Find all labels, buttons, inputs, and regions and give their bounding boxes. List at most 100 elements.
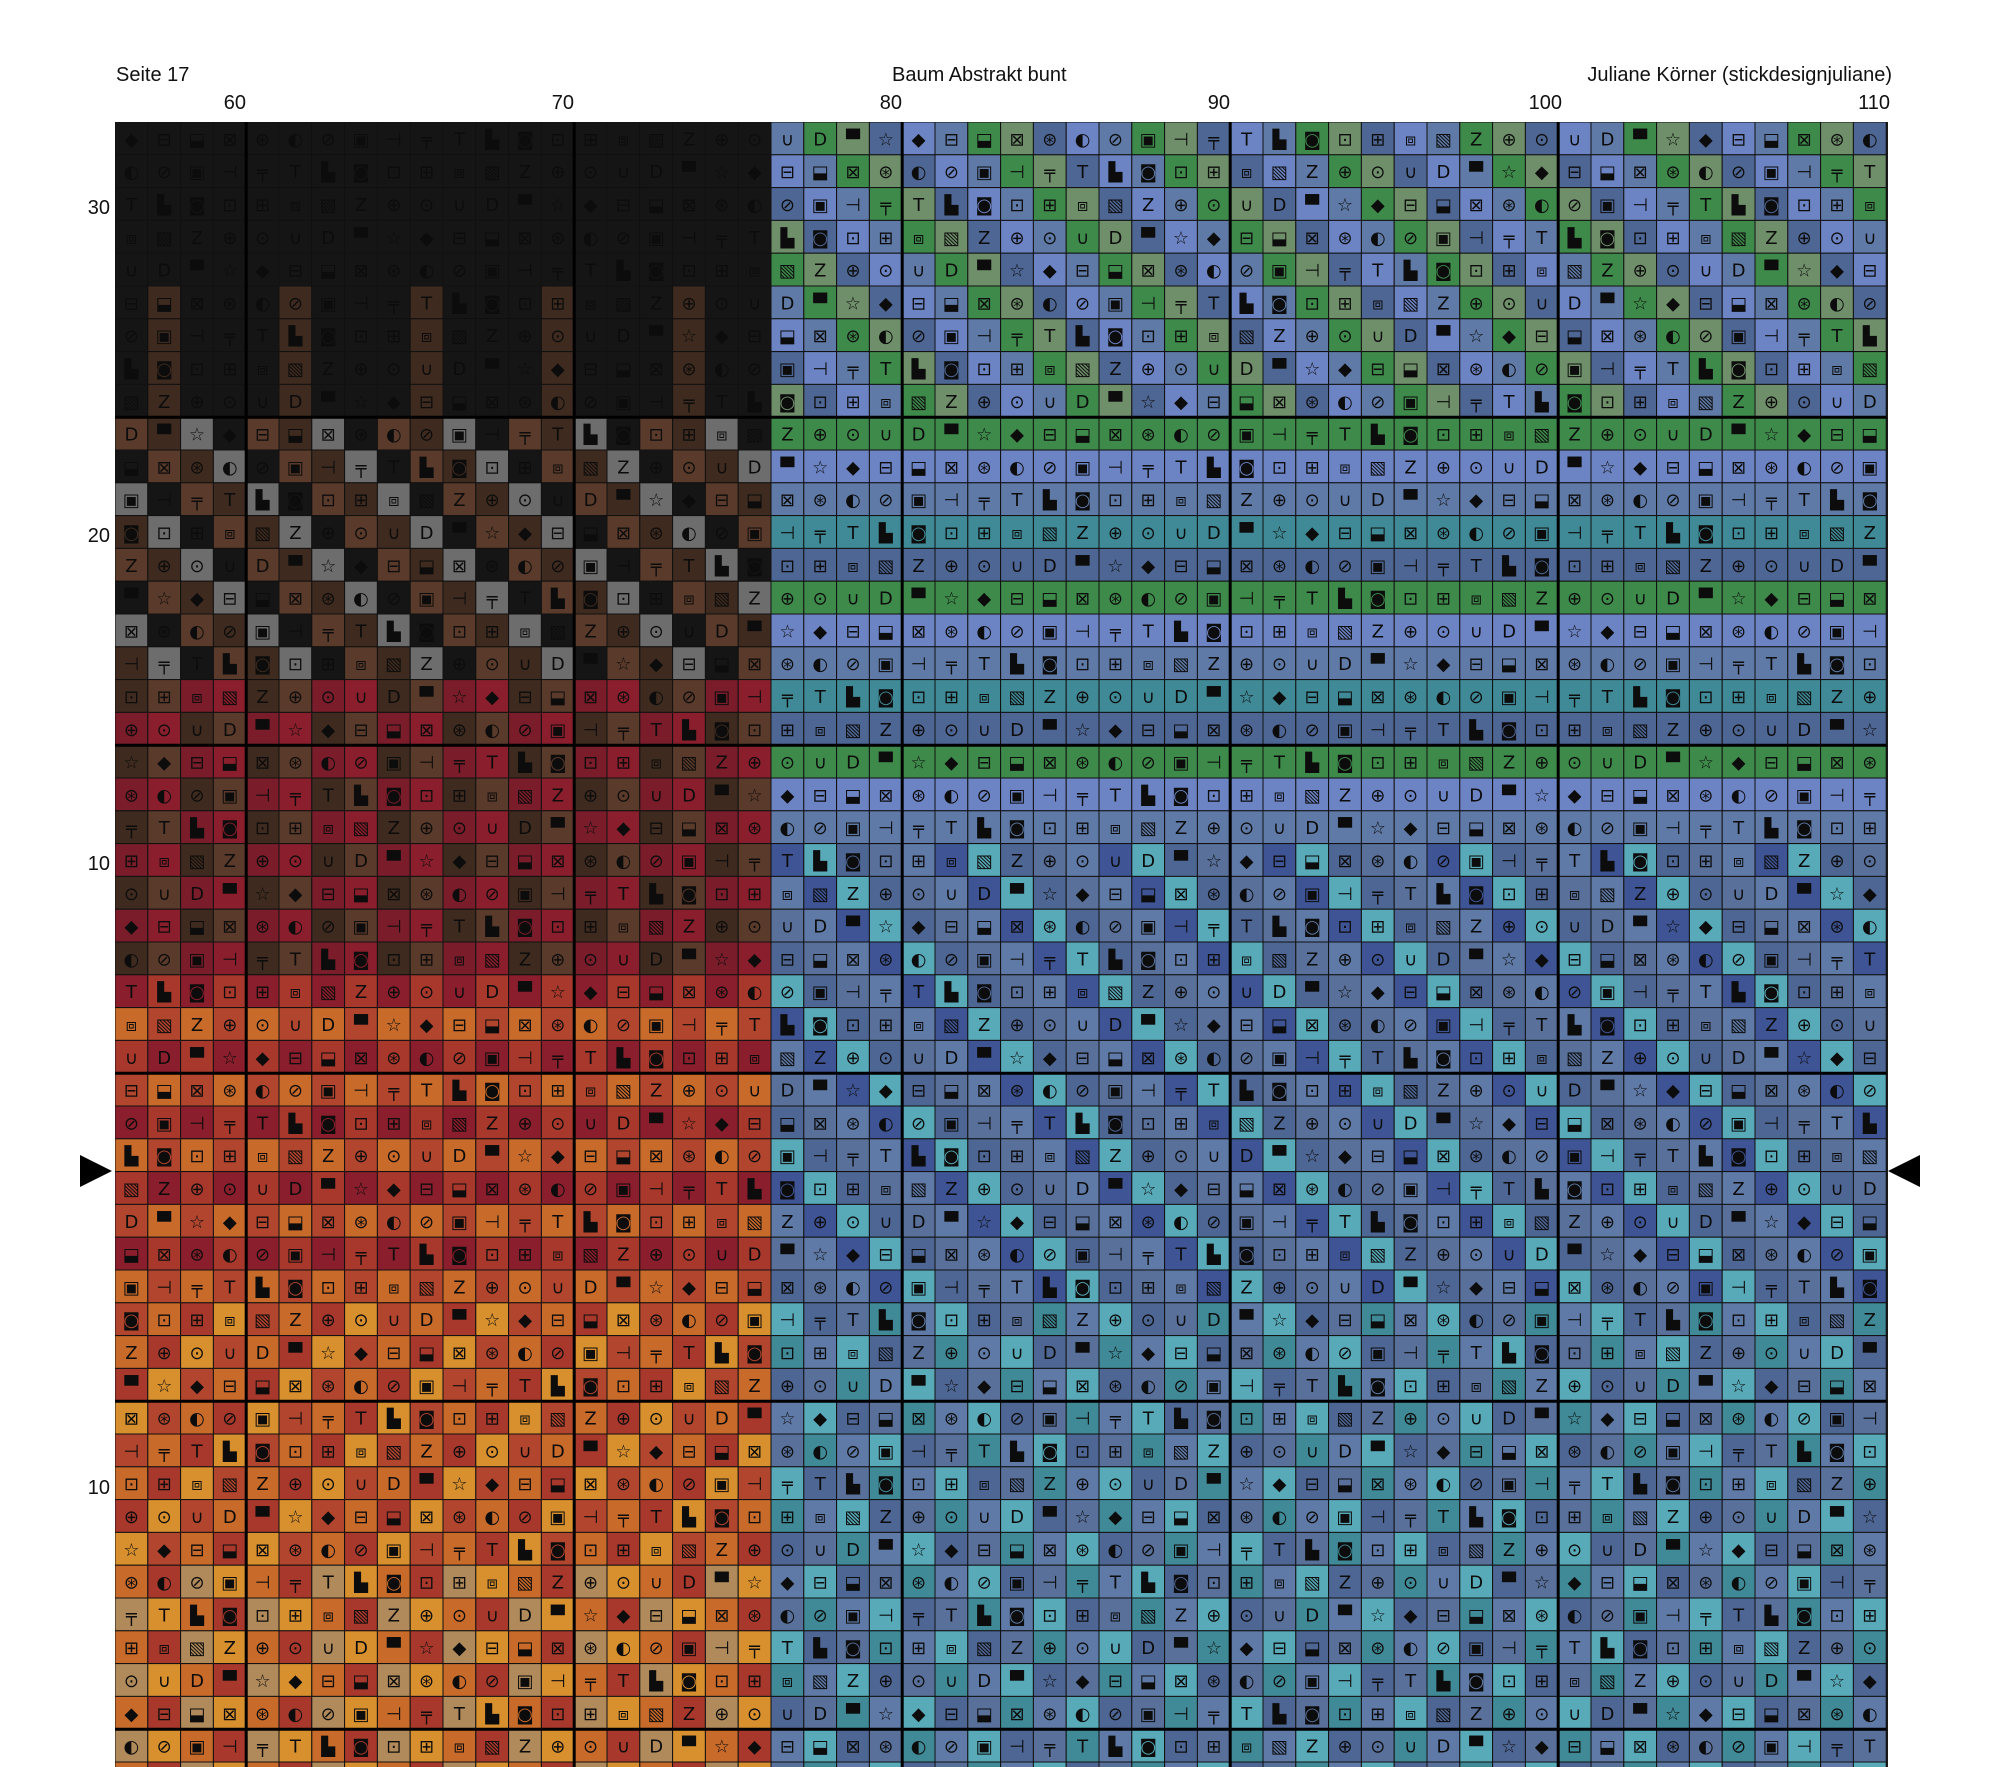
stitch-symbol: ⊡ [517, 1081, 532, 1102]
stitch-symbol: ⧈ [1339, 1245, 1350, 1266]
stitch-symbol: D [1207, 1310, 1221, 1331]
stitch-symbol: ⧈ [782, 884, 793, 905]
stitch-symbol: ⊞ [452, 1573, 467, 1594]
stitch-symbol: ◆ [223, 1212, 237, 1233]
stitch-symbol: ▙ [681, 1506, 697, 1528]
stitch-symbol: ◐ [288, 129, 304, 150]
stitch-symbol: T [1831, 326, 1844, 347]
stitch-symbol: ☆ [1468, 1113, 1484, 1134]
stitch-symbol: T [223, 490, 236, 511]
stitch-cell [967, 122, 1002, 156]
stitch-symbol: ◐ [976, 621, 992, 642]
stitch-symbol: ⧈ [126, 1015, 137, 1036]
stitch-symbol: ⬓ [385, 720, 402, 741]
stitch-symbol: ◆ [1436, 654, 1450, 675]
stitch-symbol: ⊞ [1600, 1343, 1615, 1364]
stitch-symbol: ◙ [418, 621, 435, 642]
stitch-symbol: D [1404, 1113, 1418, 1134]
stitch-symbol: ⊕ [321, 523, 336, 544]
stitch-symbol: T [715, 1179, 728, 1200]
stitch-symbol: Z [256, 687, 268, 708]
stitch-symbol: ⊘ [1501, 523, 1516, 544]
stitch-symbol: ⊛ [616, 1474, 631, 1495]
stitch-symbol: ☆ [747, 1573, 763, 1594]
stitch-symbol: ⊙ [845, 1212, 860, 1233]
stitch-symbol: ⊘ [1797, 1409, 1812, 1430]
stitch-symbol: ⧈ [1306, 621, 1317, 642]
stitch-symbol: ⊡ [157, 523, 172, 544]
stitch-symbol: D [190, 884, 204, 905]
stitch-cell [1787, 122, 1822, 156]
stitch-symbol: ╤ [1109, 621, 1122, 642]
stitch-symbol: ╤ [1207, 129, 1220, 150]
stitch-symbol: ☆ [1009, 261, 1025, 282]
stitch-symbol: ⊘ [1206, 1212, 1221, 1233]
stitch-symbol: ⊛ [1009, 293, 1024, 314]
stitch-symbol: ▀ [1665, 1539, 1681, 1561]
stitch-symbol: ⊕ [1337, 949, 1352, 970]
stitch-symbol: ⊕ [124, 1507, 139, 1528]
stitch-symbol: ╤ [1568, 687, 1581, 708]
stitch-symbol: ◐ [1042, 293, 1058, 314]
stitch-symbol: ▙ [1468, 719, 1484, 741]
row-number-10-upper: 10 [88, 853, 110, 875]
stitch-symbol: ╤ [486, 589, 499, 610]
stitch-symbol: ╤ [223, 1113, 236, 1134]
stitch-symbol: ▀ [320, 391, 336, 413]
stitch-symbol: ⊟ [1698, 1081, 1713, 1102]
stitch-symbol: ◐ [1600, 1441, 1616, 1462]
stitch-symbol: ☆ [1599, 1245, 1615, 1266]
stitch-symbol: ⧈ [1274, 1573, 1285, 1594]
stitch-symbol: ⊟ [1698, 293, 1713, 314]
stitch-symbol: ╤ [847, 359, 860, 380]
stitch-symbol: ▧ [1041, 1310, 1058, 1331]
stitch-cell [1262, 219, 1297, 254]
stitch-symbol: ╤ [978, 490, 991, 511]
stitch-symbol: ⊙ [517, 1277, 532, 1298]
stitch-symbol: ◙ [483, 293, 500, 314]
stitch-cell [1754, 154, 1789, 189]
stitch-symbol: ⊠ [517, 1015, 532, 1036]
stitch-symbol: ⊡ [845, 228, 860, 249]
stitch-symbol: ∪ [256, 392, 269, 413]
stitch-symbol: ◐ [1665, 326, 1681, 347]
stitch-symbol: ▙ [1763, 817, 1779, 839]
stitch-symbol: ◆ [1338, 359, 1352, 380]
stitch-symbol: ∪ [1470, 621, 1483, 642]
stitch-symbol: ⊕ [157, 1343, 172, 1364]
stitch-symbol: ⊟ [550, 1310, 565, 1331]
stitch-symbol: ╤ [617, 1507, 630, 1528]
stitch-symbol: ◙ [451, 1245, 468, 1266]
stitch-symbol: ⬓ [844, 1573, 861, 1594]
stitch-symbol: ▧ [1861, 1146, 1878, 1167]
stitch-symbol: D [157, 261, 171, 282]
stitch-symbol: ⊠ [1370, 687, 1385, 708]
stitch-symbol: ╤ [1437, 556, 1450, 577]
stitch-symbol: ⊡ [1042, 1605, 1057, 1626]
stitch-symbol: ⊟ [1436, 1605, 1451, 1626]
stitch-symbol: ⊟ [222, 589, 237, 610]
stitch-symbol: ⊟ [1239, 228, 1254, 249]
stitch-cell [606, 252, 641, 287]
stitch-symbol: ⊛ [1075, 1540, 1090, 1561]
stitch-symbol: ⊛ [321, 1376, 336, 1397]
stitch-symbol: ⊛ [1665, 949, 1680, 970]
stitch-symbol: ⊙ [1436, 621, 1451, 642]
stitch-symbol: ▣ [746, 1310, 763, 1331]
stitch-symbol: T [1371, 1048, 1384, 1069]
stitch-symbol: ◙ [1402, 1212, 1419, 1233]
stitch-symbol: ⊡ [321, 490, 336, 511]
stitch-symbol: ☆ [648, 490, 664, 511]
stitch-symbol: ⊡ [649, 425, 664, 446]
stitch-symbol: ⊠ [1173, 884, 1188, 905]
stitch-symbol: ⊡ [780, 1343, 795, 1364]
stitch-symbol: ⬓ [1828, 589, 1845, 610]
stitch-symbol: ⊟ [1075, 1048, 1090, 1069]
stitch-symbol: ⊡ [583, 753, 598, 774]
stitch-symbol: T [683, 1343, 696, 1364]
stitch-symbol: ⬓ [1632, 785, 1649, 806]
stitch-symbol: ╤ [1503, 228, 1516, 249]
stitch-symbol: ⊡ [747, 720, 762, 741]
stitch-symbol: ⊟ [1239, 1015, 1254, 1036]
stitch-symbol: ⧈ [421, 1113, 432, 1134]
